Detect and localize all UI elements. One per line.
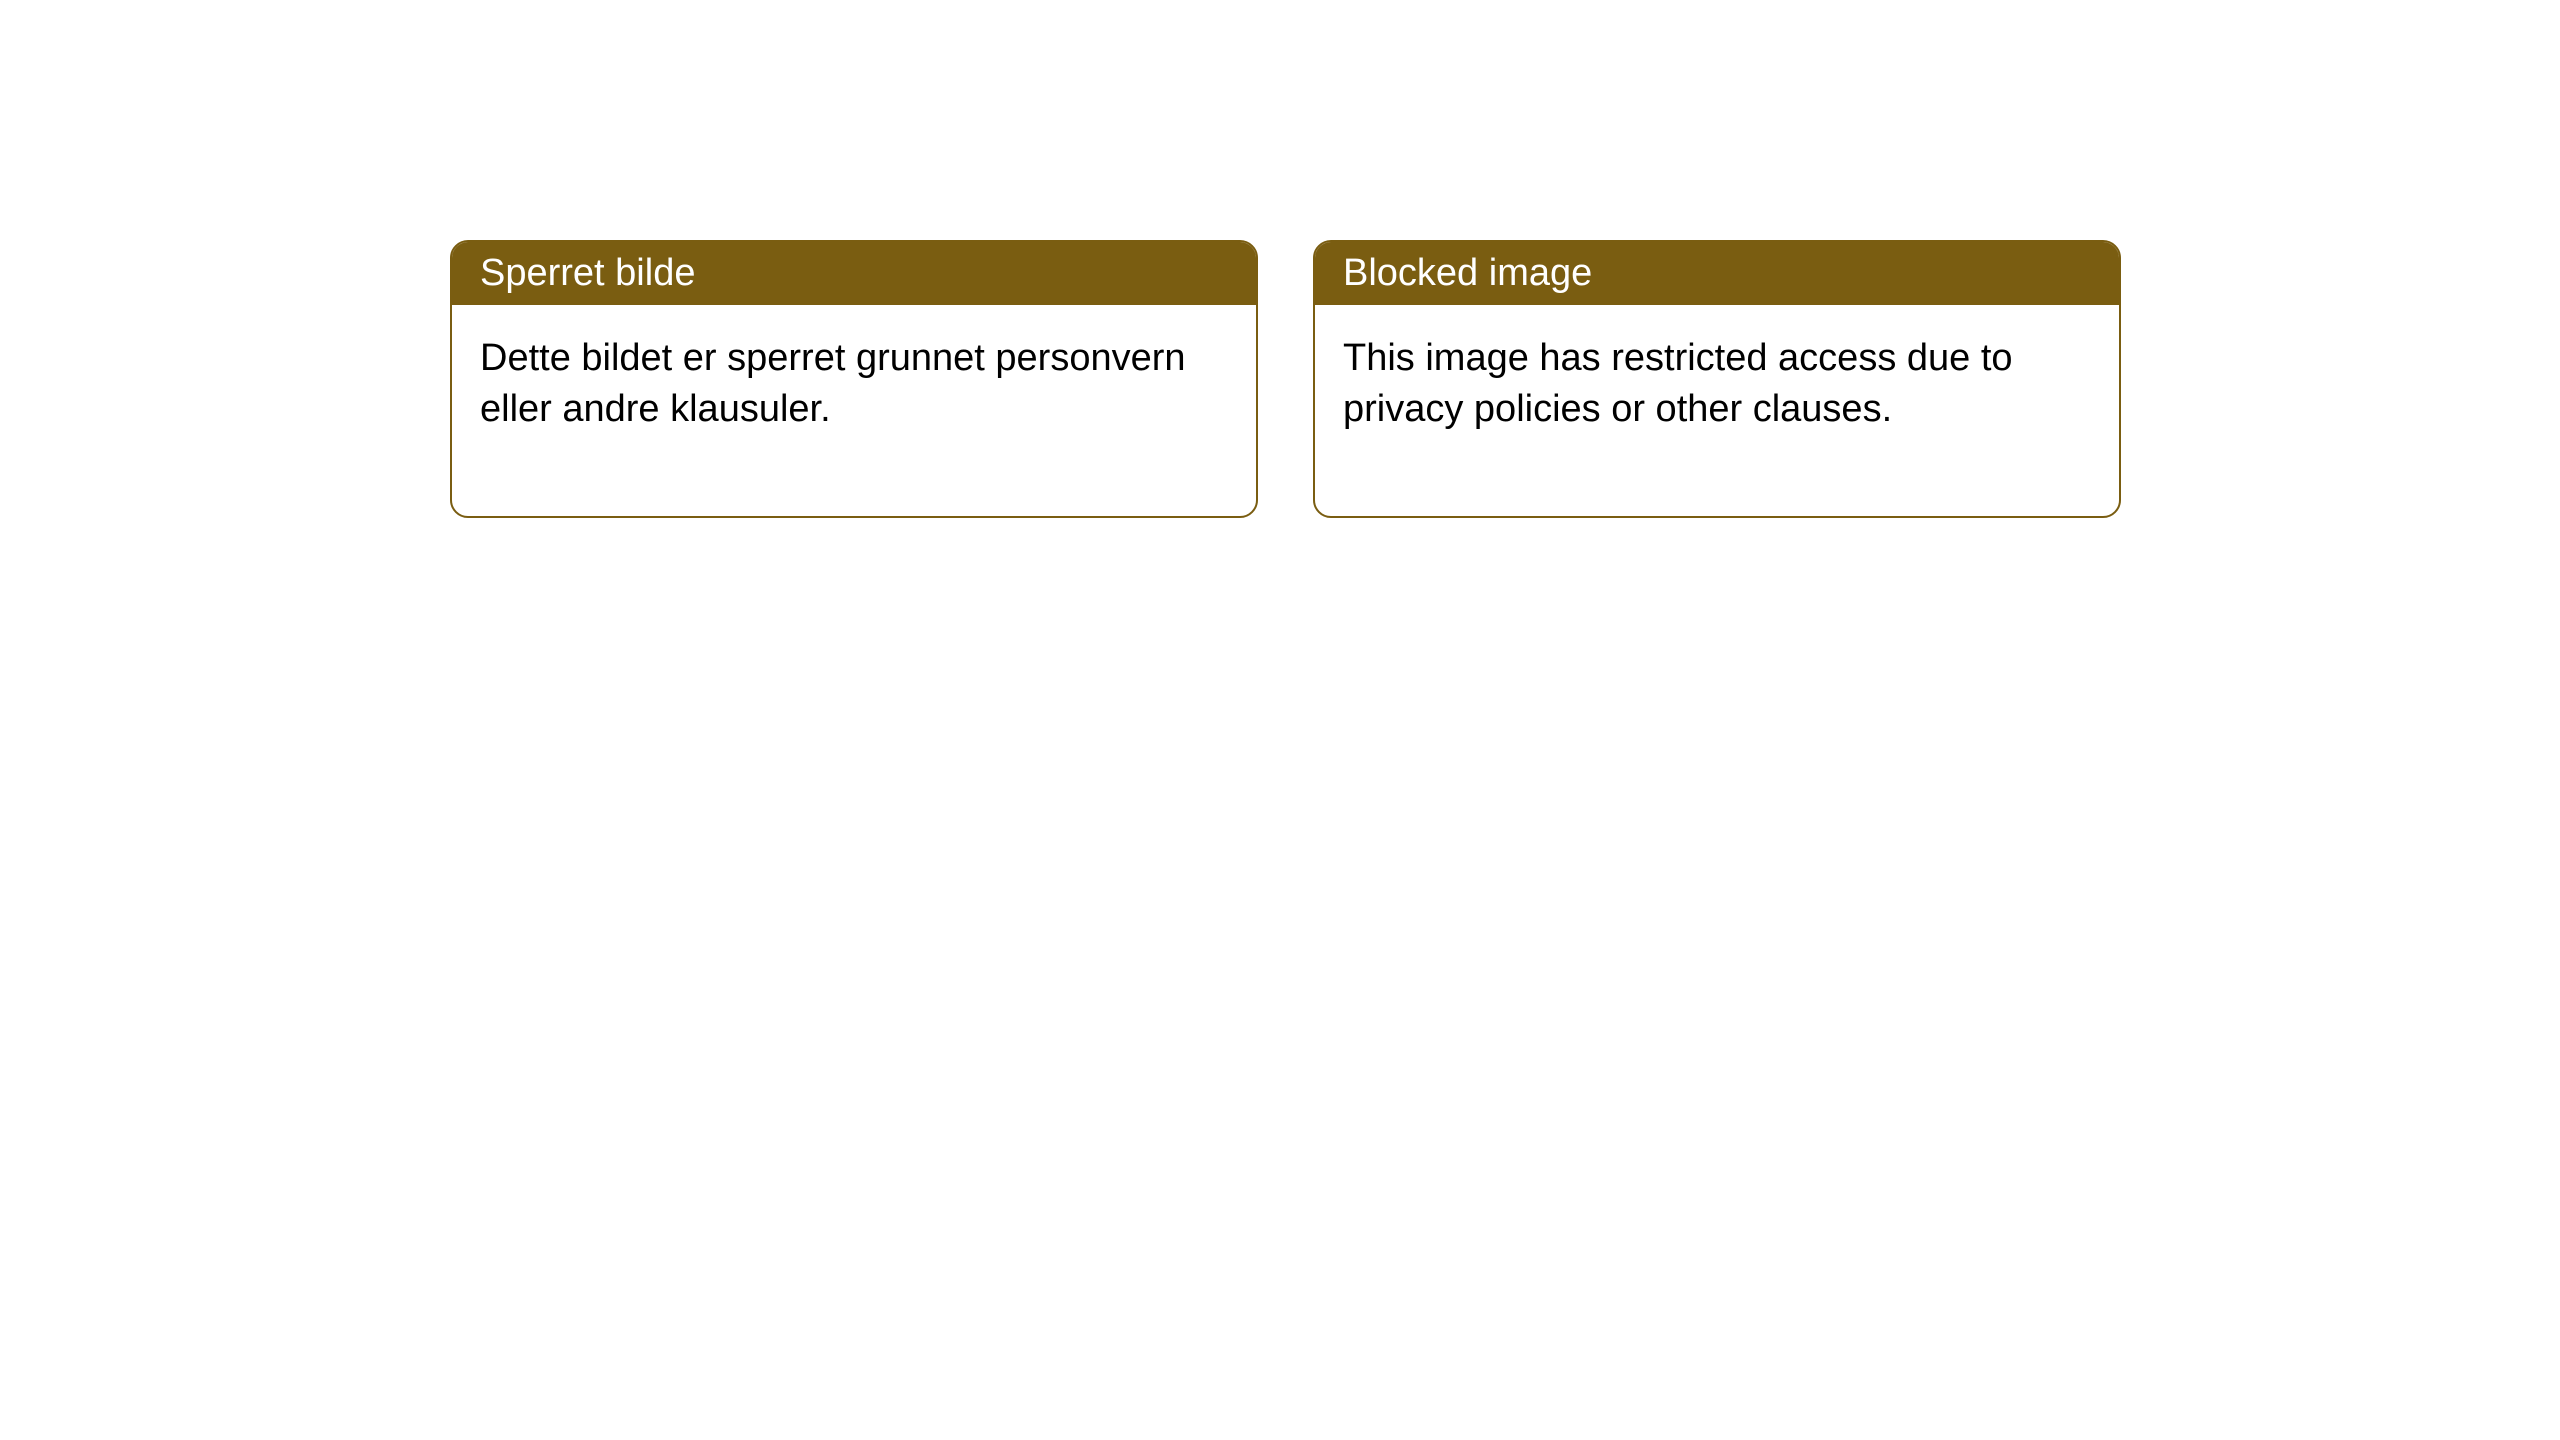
notice-card-norwegian: Sperret bilde Dette bildet er sperret gr… [450, 240, 1258, 518]
notice-card-english: Blocked image This image has restricted … [1313, 240, 2121, 518]
card-title: Blocked image [1315, 242, 2119, 305]
card-title: Sperret bilde [452, 242, 1256, 305]
notice-container: Sperret bilde Dette bildet er sperret gr… [0, 0, 2560, 518]
card-body: Dette bildet er sperret grunnet personve… [452, 305, 1256, 516]
card-body: This image has restricted access due to … [1315, 305, 2119, 516]
